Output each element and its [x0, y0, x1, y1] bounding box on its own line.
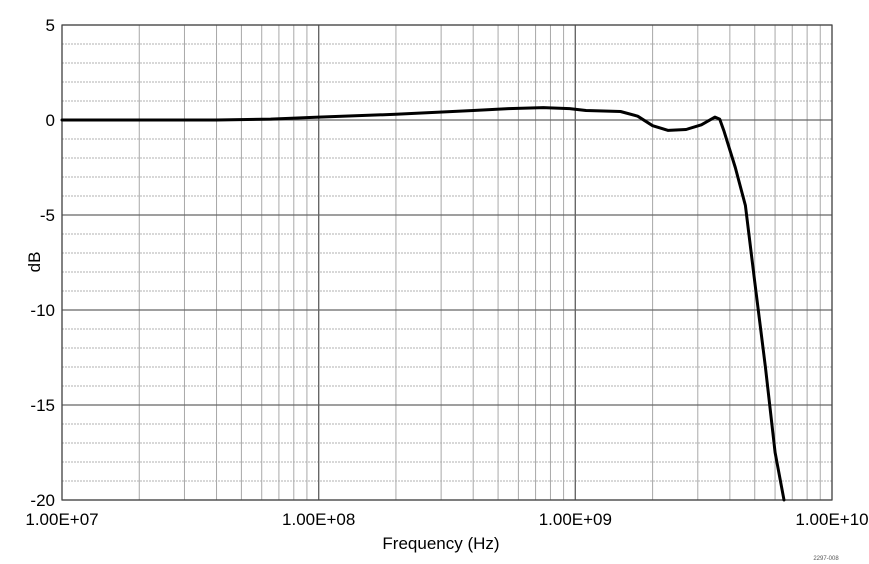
- x-tick-label: 1.00E+07: [25, 510, 98, 529]
- x-tick-label: 1.00E+10: [795, 510, 868, 529]
- y-tick-label: -10: [30, 301, 55, 320]
- y-tick-label: 5: [46, 16, 55, 35]
- y-tick-label: -20: [30, 491, 55, 510]
- plot-frame: [61, 24, 833, 501]
- x-tick-labels: 1.00E+07 1.00E+08 1.00E+09 1.00E+10: [25, 510, 868, 529]
- y-axis-title: dB: [25, 252, 44, 273]
- x-axis-title: Frequency (Hz): [382, 534, 499, 553]
- x-tick-label: 1.00E+09: [539, 510, 612, 529]
- figure-code: 2297-008: [813, 556, 839, 562]
- y-tick-labels: 5 0 -5 -10 -15 -20: [30, 16, 55, 510]
- y-tick-label: 0: [46, 111, 55, 130]
- y-tick-label: -5: [40, 206, 55, 225]
- minor-grid: [62, 25, 832, 500]
- major-grid: [61, 24, 833, 501]
- x-tick-label: 1.00E+08: [282, 510, 355, 529]
- y-tick-label: -15: [30, 396, 55, 415]
- series-line: [60, 106, 786, 502]
